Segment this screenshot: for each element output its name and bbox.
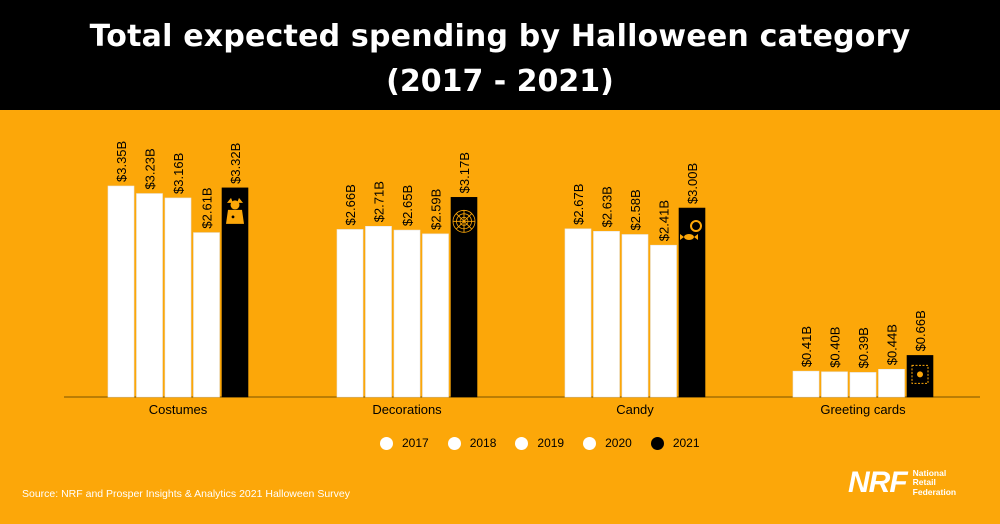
bar-value-label: $3.00B bbox=[685, 163, 700, 204]
greeting-card-icon bbox=[911, 364, 929, 384]
legend: 2017 2018 2019 2020 2021 bbox=[380, 436, 719, 450]
bar bbox=[678, 207, 706, 398]
bar bbox=[164, 197, 192, 398]
spiderweb-icon bbox=[452, 209, 476, 233]
bar bbox=[136, 193, 163, 398]
bar-value-label: $3.17B bbox=[457, 152, 472, 193]
candy-icon bbox=[680, 220, 702, 241]
bar bbox=[650, 244, 677, 398]
header-banner: Total expected spending by Halloween cat… bbox=[0, 0, 1000, 110]
legend-swatch bbox=[650, 436, 664, 450]
bar bbox=[593, 231, 620, 398]
bar bbox=[621, 234, 649, 398]
category-label: Costumes bbox=[149, 402, 208, 417]
bar-value-label: $3.16B bbox=[171, 153, 186, 194]
legend-label: 2020 bbox=[605, 436, 632, 450]
legend-swatch bbox=[380, 436, 393, 450]
bar-value-label: $0.41B bbox=[799, 326, 814, 367]
bar-value-label: $2.58B bbox=[628, 189, 643, 230]
legend-item: 2017 bbox=[380, 436, 429, 450]
legend-item: 2020 bbox=[583, 436, 632, 450]
bar bbox=[393, 229, 421, 398]
legend-label: 2019 bbox=[537, 436, 565, 450]
category-label: Greeting cards bbox=[820, 402, 906, 417]
bar-value-label: $3.35B bbox=[114, 141, 129, 182]
bar-value-label: $3.23B bbox=[143, 148, 158, 189]
legend-item: 2019 bbox=[515, 436, 564, 450]
bar bbox=[564, 228, 592, 398]
bar-value-label: $3.32B bbox=[228, 143, 243, 184]
bar-value-label: $0.40B bbox=[828, 327, 843, 368]
nrf-logo: NRF National Retail Federation bbox=[848, 466, 956, 500]
bar-chart: $3.35B $3.23B $3.16B $2.61B $3.32B Costumes $2… bbox=[64, 141, 980, 417]
legend-label: 2018 bbox=[469, 436, 497, 450]
legend-label: 2017 bbox=[402, 436, 429, 450]
legend-item: 2021 bbox=[650, 436, 700, 450]
bar bbox=[336, 229, 364, 398]
bar bbox=[821, 371, 848, 398]
legend-item: 2018 bbox=[447, 436, 497, 450]
chart-subtitle: (2017 - 2021) bbox=[386, 64, 614, 99]
legend-swatch bbox=[515, 436, 529, 450]
bar-value-label: $2.65B bbox=[400, 185, 415, 226]
bar-value-label: $2.63B bbox=[600, 186, 615, 227]
bar bbox=[422, 233, 449, 398]
bar-value-label: $2.66B bbox=[343, 184, 358, 225]
bar bbox=[878, 368, 905, 398]
legend-swatch bbox=[447, 436, 461, 450]
bar-value-label: $2.59B bbox=[429, 189, 444, 230]
costume-icon bbox=[226, 197, 244, 224]
bar-value-label: $2.41B bbox=[657, 200, 672, 241]
legend-swatch bbox=[583, 436, 597, 450]
bar bbox=[365, 226, 392, 398]
category-label: Candy bbox=[616, 402, 654, 417]
bar bbox=[107, 185, 135, 398]
bar-value-label: $0.39B bbox=[856, 327, 871, 368]
bar bbox=[792, 370, 820, 398]
bar-value-label: $0.66B bbox=[913, 310, 928, 351]
bar-value-label: $2.61B bbox=[200, 187, 215, 228]
category-label: Decorations bbox=[372, 402, 442, 417]
source-note: Source: NRF and Prosper Insights & Analy… bbox=[22, 488, 350, 500]
bar-value-label: $0.44B bbox=[885, 324, 900, 365]
bar-value-label: $2.71B bbox=[372, 181, 387, 222]
logo-name: National Retail Federation bbox=[912, 467, 957, 497]
bar-value-label: $2.67B bbox=[571, 184, 586, 225]
logo-mark: NRF bbox=[848, 466, 908, 499]
legend-label: 2021 bbox=[672, 436, 700, 450]
chart-title: Total expected spending by Halloween cat… bbox=[89, 19, 911, 54]
bar bbox=[193, 232, 220, 398]
bar bbox=[849, 372, 877, 398]
